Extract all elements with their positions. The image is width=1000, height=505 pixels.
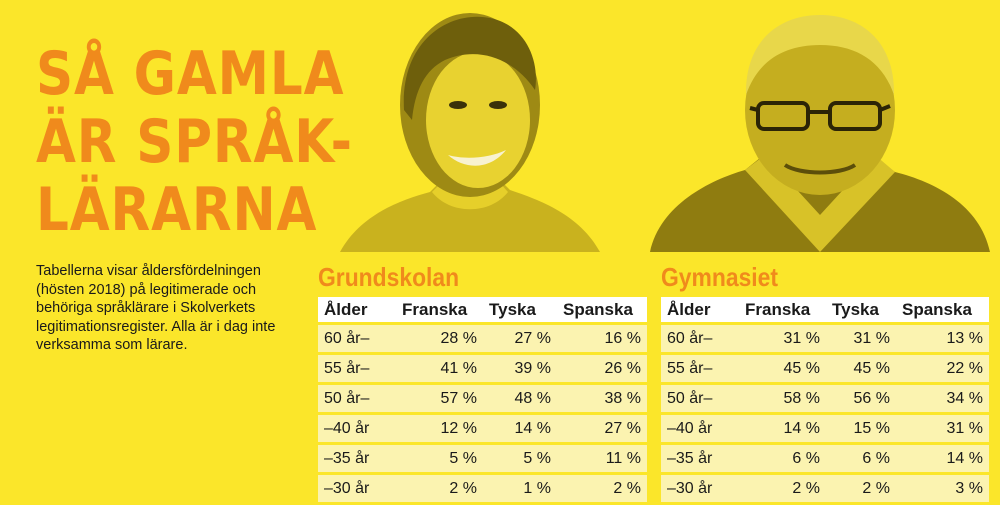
value-cell: 58 % [739, 385, 826, 412]
gymnasiet-table: Ålder Franska Tyska Spanska 60 år– 31 % … [661, 294, 989, 505]
value-cell: 45 % [739, 355, 826, 382]
value-cell: 31 % [826, 325, 896, 352]
grundskolan-table: Ålder Franska Tyska Spanska 60 år– 28 % … [318, 294, 647, 505]
value-cell: 2 % [739, 475, 826, 502]
value-cell: 3 % [896, 475, 989, 502]
age-cell: –35 år [318, 445, 396, 472]
grundskolan-title: Grundskolan [318, 262, 460, 292]
table-row: 50 år– 58 % 56 % 34 % [661, 385, 989, 412]
value-cell: 16 % [557, 325, 647, 352]
value-cell: 27 % [483, 325, 557, 352]
table-row: 60 år– 31 % 31 % 13 % [661, 325, 989, 352]
value-cell: 14 % [739, 415, 826, 442]
age-cell: –40 år [318, 415, 396, 442]
value-cell: 2 % [826, 475, 896, 502]
value-cell: 27 % [557, 415, 647, 442]
headline-line-3: LÄRARNA [36, 175, 318, 245]
value-cell: 56 % [826, 385, 896, 412]
value-cell: 31 % [896, 415, 989, 442]
age-cell: –30 år [661, 475, 739, 502]
gymnasiet-section: Gymnasiet Ålder Franska Tyska Spanska 60… [661, 260, 989, 505]
headline-line-1: SÅ GAMLA [36, 39, 345, 109]
table-header-row: Ålder Franska Tyska Spanska [661, 297, 989, 322]
value-cell: 31 % [739, 325, 826, 352]
table-header-row: Ålder Franska Tyska Spanska [318, 297, 647, 322]
age-cell: –30 år [318, 475, 396, 502]
gymnasiet-title: Gymnasiet [661, 262, 778, 292]
headline-line-2: ÄR SPRÅK- [36, 107, 353, 177]
table-row: –40 år 14 % 15 % 31 % [661, 415, 989, 442]
age-cell: –35 år [661, 445, 739, 472]
age-cell: 50 år– [318, 385, 396, 412]
value-cell: 26 % [557, 355, 647, 382]
value-cell: 28 % [396, 325, 483, 352]
value-cell: 22 % [896, 355, 989, 382]
value-cell: 6 % [739, 445, 826, 472]
table-row: –30 år 2 % 1 % 2 % [318, 475, 647, 502]
value-cell: 5 % [396, 445, 483, 472]
value-cell: 39 % [483, 355, 557, 382]
value-cell: 6 % [826, 445, 896, 472]
older-man-portrait [650, 0, 990, 252]
value-cell: 15 % [826, 415, 896, 442]
table-row: 55 år– 45 % 45 % 22 % [661, 355, 989, 382]
column-header: Ålder [661, 297, 739, 322]
value-cell: 48 % [483, 385, 557, 412]
age-cell: 50 år– [661, 385, 739, 412]
column-header: Tyska [826, 297, 896, 322]
value-cell: 14 % [483, 415, 557, 442]
age-cell: –40 år [661, 415, 739, 442]
column-header: Ålder [318, 297, 396, 322]
value-cell: 11 % [557, 445, 647, 472]
value-cell: 12 % [396, 415, 483, 442]
table-row: –35 år 5 % 5 % 11 % [318, 445, 647, 472]
value-cell: 57 % [396, 385, 483, 412]
value-cell: 1 % [483, 475, 557, 502]
value-cell: 2 % [396, 475, 483, 502]
column-header: Tyska [483, 297, 557, 322]
age-cell: 60 år– [661, 325, 739, 352]
value-cell: 34 % [896, 385, 989, 412]
age-cell: 55 år– [318, 355, 396, 382]
table-row: 55 år– 41 % 39 % 26 % [318, 355, 647, 382]
young-woman-portrait [340, 0, 600, 252]
column-header: Franska [396, 297, 483, 322]
column-header: Spanska [557, 297, 647, 322]
value-cell: 41 % [396, 355, 483, 382]
table-row: –40 år 12 % 14 % 27 % [318, 415, 647, 442]
column-header: Franska [739, 297, 826, 322]
headline: SÅ GAMLA ÄR SPRÅK- LÄRARNA [36, 40, 353, 244]
table-row: –30 år 2 % 2 % 3 % [661, 475, 989, 502]
value-cell: 13 % [896, 325, 989, 352]
column-header: Spanska [896, 297, 989, 322]
value-cell: 2 % [557, 475, 647, 502]
table-row: 50 år– 57 % 48 % 38 % [318, 385, 647, 412]
intro-text: Tabellerna visar åldersfördelningen (hös… [36, 263, 276, 353]
age-cell: 60 år– [318, 325, 396, 352]
value-cell: 38 % [557, 385, 647, 412]
age-cell: 55 år– [661, 355, 739, 382]
table-row: –35 år 6 % 6 % 14 % [661, 445, 989, 472]
table-row: 60 år– 28 % 27 % 16 % [318, 325, 647, 352]
grundskolan-section: Grundskolan Ålder Franska Tyska Spanska … [318, 260, 647, 505]
value-cell: 45 % [826, 355, 896, 382]
value-cell: 14 % [896, 445, 989, 472]
value-cell: 5 % [483, 445, 557, 472]
